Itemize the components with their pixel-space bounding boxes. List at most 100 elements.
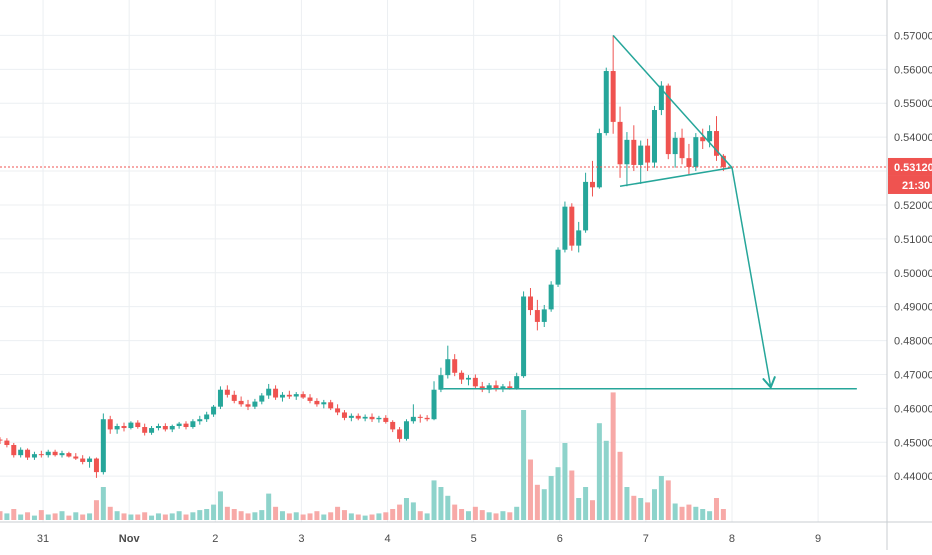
candle-body: [52, 451, 58, 456]
candle-body: [66, 453, 72, 457]
volume-bar: [362, 515, 368, 520]
volume-bar: [149, 515, 155, 520]
price-tick-label: 0.51000: [894, 234, 932, 246]
volume-bar: [596, 423, 602, 520]
candle-body: [45, 451, 51, 456]
candle-body: [238, 400, 244, 405]
volume-bar: [52, 513, 58, 520]
volume-bar: [217, 491, 223, 520]
candle-body: [286, 394, 292, 397]
volume-bar: [527, 459, 533, 520]
triangle-upper-line[interactable]: [612, 34, 733, 169]
triangle-lower-line[interactable]: [619, 166, 733, 188]
time-tick-label: 7: [643, 533, 649, 545]
candle-body: [596, 133, 602, 188]
candle-body: [562, 206, 568, 250]
candle-body: [169, 426, 175, 430]
drawings[interactable]: [443, 34, 857, 390]
candle-body: [38, 454, 44, 456]
candle-body: [603, 71, 609, 134]
countdown-label: 21:30: [902, 180, 930, 192]
candle-body: [417, 416, 423, 418]
volume-bar: [569, 470, 575, 520]
projection-arrow[interactable]: [731, 167, 772, 388]
candle-body: [211, 406, 217, 415]
time-tick-label: 3: [298, 533, 304, 545]
volume-bar: [541, 489, 547, 520]
volume-bar: [534, 484, 540, 520]
candle-body: [300, 394, 306, 398]
candle-body: [658, 85, 664, 111]
candle-body: [4, 440, 10, 445]
candle-body: [321, 402, 327, 405]
volume-bar: [555, 467, 561, 520]
volume-bar: [321, 514, 327, 520]
candle-body: [465, 377, 471, 380]
candle-body: [576, 230, 582, 246]
last-price-label: 0.53120: [894, 162, 932, 174]
time-tick-label: 9: [815, 533, 821, 545]
arrow-head[interactable]: [762, 376, 776, 390]
volume-bar: [617, 451, 623, 520]
volume-bar: [500, 511, 506, 520]
volume-bar: [266, 493, 272, 520]
candle-body: [266, 388, 272, 396]
volume-bar: [176, 511, 182, 520]
volume-bar: [403, 498, 409, 520]
volume-bar: [293, 512, 299, 520]
volume-bar: [93, 500, 99, 520]
volume-bar: [507, 512, 513, 520]
volume-bar: [211, 504, 217, 520]
candle-body: [624, 139, 630, 165]
candle-body: [362, 416, 368, 419]
volume-bar: [114, 511, 120, 520]
volume-bar: [59, 511, 65, 520]
candle-body: [279, 394, 285, 398]
volume-bar: [0, 511, 3, 520]
candle-body: [197, 419, 203, 422]
candle-body: [410, 416, 416, 422]
candle-body: [534, 310, 540, 322]
candle-body: [459, 372, 465, 380]
volume-bar: [25, 512, 31, 520]
volume-bar: [397, 504, 403, 520]
price-tick-label: 0.50000: [894, 268, 932, 280]
volume-bar: [562, 443, 568, 520]
volume-bar: [259, 510, 265, 520]
candle-body: [176, 423, 182, 427]
volume-bar: [651, 489, 657, 520]
volume-bar: [624, 487, 630, 520]
candle-body: [11, 444, 17, 456]
candle-body: [183, 423, 189, 428]
time-tick-label: 8: [729, 533, 735, 545]
price-tick-label: 0.49000: [894, 302, 932, 314]
candle-body: [273, 388, 279, 398]
candle-body: [348, 415, 354, 418]
time-tick-label: 31: [37, 533, 49, 545]
volume-bar: [121, 513, 127, 520]
candle-body: [93, 458, 99, 473]
candle-body: [259, 395, 265, 402]
volume-bars: [0, 392, 726, 520]
volume-bar: [183, 514, 189, 520]
candle-body: [500, 386, 506, 389]
candle-body: [224, 389, 230, 395]
volume-bar: [238, 511, 244, 520]
volume-bar: [424, 513, 430, 520]
volume-bar: [686, 504, 692, 520]
candle-body: [493, 385, 499, 389]
candle-body: [155, 426, 161, 429]
candle-body: [672, 137, 678, 155]
volume-bar: [472, 506, 478, 520]
candle-body: [18, 449, 24, 456]
volume-bar: [693, 506, 699, 520]
volume-bar: [638, 498, 644, 520]
candle-body: [638, 145, 644, 165]
volume-bar: [73, 512, 79, 520]
volume-bar: [514, 506, 520, 520]
price-tick-label: 0.57000: [894, 30, 932, 42]
volume-bar: [713, 498, 719, 520]
price-tick-label: 0.54000: [894, 132, 932, 144]
